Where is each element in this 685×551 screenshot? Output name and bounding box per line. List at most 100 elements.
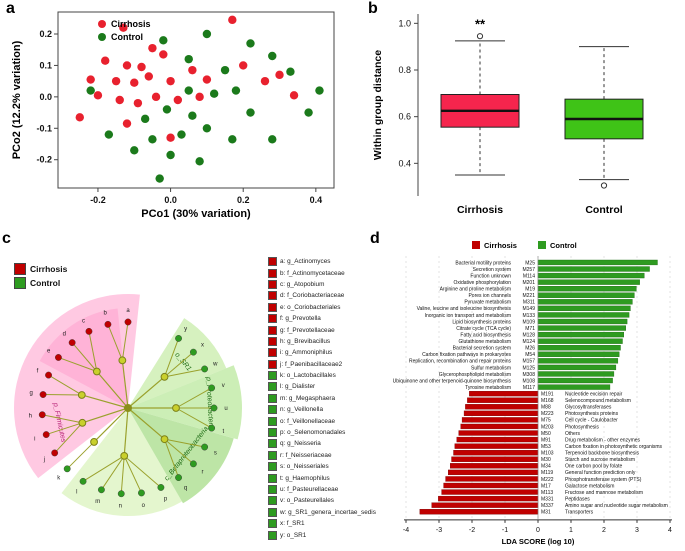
taxon-legend-swatch: [268, 428, 277, 438]
svg-text:M54: M54: [525, 352, 535, 358]
taxon-legend-item: n: g_Veillonella: [268, 404, 372, 415]
svg-text:Cirrhosis: Cirrhosis: [457, 204, 503, 216]
clade-node-q: [175, 474, 182, 481]
legend-dot: [98, 20, 106, 28]
clade-internal-node: [160, 435, 169, 444]
clade-node-t: [208, 424, 216, 432]
scatter-point: [231, 86, 241, 95]
svg-text:0.4: 0.4: [310, 195, 323, 205]
svg-text:0.6: 0.6: [398, 112, 411, 122]
lda-bar: [445, 476, 539, 482]
svg-text:M191: M191: [541, 392, 554, 398]
scatter-point: [246, 108, 255, 117]
svg-text:2: 2: [602, 527, 606, 534]
lda-score-chart: Bacterial motility proteins M25 Secretion …: [393, 241, 672, 546]
scatter-point: [202, 75, 212, 84]
taxon-legend-label: f: g_Prevotella: [280, 315, 321, 323]
svg-text:M124: M124: [522, 339, 535, 345]
svg-text:Cirrhosis: Cirrhosis: [484, 241, 517, 250]
svg-text:Fructose and mannose metabolis: Fructose and mannose metabolism: [565, 490, 643, 496]
outlier-point: [600, 182, 608, 189]
svg-text:-1: -1: [502, 527, 508, 534]
svg-text:0: 0: [536, 527, 540, 534]
taxon-legend-swatch: [268, 291, 277, 301]
svg-text:PCo2 (12.2% variation): PCo2 (12.2% variation): [11, 40, 23, 159]
scatter-point: [130, 78, 139, 87]
scatter-point: [188, 111, 197, 120]
svg-text:n: n: [119, 504, 122, 510]
group-legend-swatch: [14, 263, 26, 275]
svg-text:Replication, recombination and: Replication, recombination and repair pr…: [409, 359, 512, 365]
taxon-legend-item: t: g_Haemophilus: [268, 472, 372, 483]
svg-text:m: m: [95, 499, 100, 505]
scatter-point: [260, 76, 270, 86]
taxon-legend-swatch: [268, 257, 277, 267]
taxon-legend-swatch: [268, 405, 277, 415]
scatter-point: [159, 36, 168, 45]
taxon-legend-label: a: g_Actinomyces: [280, 258, 331, 266]
clade-node-m: [98, 486, 105, 494]
scatter-point: [140, 114, 150, 124]
taxon-legend-label: d: f_Coriobacteriaceae: [280, 292, 345, 300]
svg-text:4: 4: [668, 527, 672, 534]
svg-text:t: t: [222, 429, 224, 435]
taxon-legend-item: u: f_Pasteurellaceae: [268, 484, 372, 495]
svg-text:M53: M53: [541, 444, 551, 450]
scatter-point: [246, 39, 255, 48]
taxon-legend-item: l: g_Dialister: [268, 381, 372, 392]
svg-text:M149: M149: [522, 306, 535, 312]
clade-internal-node: [120, 451, 129, 460]
svg-text:M157: M157: [522, 359, 535, 365]
svg-text:M30: M30: [541, 457, 551, 463]
taxon-legend-swatch: [268, 371, 277, 381]
svg-text:p: p: [164, 497, 168, 503]
svg-text:Selenocompound metabolism: Selenocompound metabolism: [565, 398, 631, 404]
svg-text:Arginine and proline metabolis: Arginine and proline metabolism: [440, 287, 511, 293]
scatter-point: [122, 119, 132, 128]
svg-text:Nucleotide excision repair: Nucleotide excision repair: [565, 392, 623, 398]
clade-internal-node: [92, 367, 101, 376]
lda-bar: [453, 450, 539, 456]
taxon-legend-item: d: f_Coriobacteriaceae: [268, 290, 372, 301]
svg-text:w: w: [212, 362, 218, 368]
svg-text:0.0: 0.0: [39, 92, 52, 102]
svg-text:Glycerophospholipid metabolism: Glycerophospholipid metabolism: [439, 372, 511, 378]
taxon-legend-swatch: [268, 279, 277, 289]
svg-text:M109: M109: [522, 319, 535, 325]
lda-bar: [465, 404, 539, 410]
lda-bar: [537, 364, 617, 371]
scatter-point: [184, 86, 193, 95]
svg-text:1: 1: [569, 527, 573, 534]
taxon-legend-item: c: g_Atopobium: [268, 279, 372, 290]
taxon-legend-swatch: [268, 325, 277, 335]
group-legend-label: Control: [30, 278, 61, 288]
svg-text:Valine, leucine and isoleucine: Valine, leucine and isoleucine biosynthe…: [417, 306, 512, 312]
scatter-point: [148, 43, 157, 53]
scatter-point: [195, 157, 204, 166]
scatter-point: [115, 95, 124, 105]
clade-internal-node: [160, 372, 169, 381]
svg-text:Bacterial secretion system: Bacterial secretion system: [453, 346, 511, 352]
cladogram-sector-label: p_Proteobacteria: [204, 376, 214, 431]
scatter-point: [184, 54, 193, 64]
taxon-legend-label: g: f_Prevotellaceae: [280, 326, 335, 334]
scatter-point: [122, 61, 132, 70]
taxon-legend-label: n: g_Veillonella: [280, 406, 323, 414]
svg-text:j: j: [43, 457, 45, 463]
svg-text:Glycosyltransferases: Glycosyltransferases: [565, 405, 612, 411]
svg-text:Control: Control: [585, 204, 622, 216]
svg-text:q: q: [184, 485, 187, 491]
scatter-point: [86, 86, 95, 95]
lda-bar: [451, 456, 539, 462]
svg-text:Tyrosine metabolism: Tyrosine metabolism: [465, 385, 511, 391]
taxon-legend-label: t: g_Haemophilus: [280, 474, 330, 482]
svg-text:M125: M125: [522, 365, 535, 371]
svg-text:M308: M308: [522, 372, 535, 378]
taxon-legend-swatch: [268, 314, 277, 324]
svg-text:c: c: [82, 319, 85, 325]
svg-text:Within group distance: Within group distance: [372, 50, 384, 160]
taxon-legend-swatch: [268, 439, 277, 449]
svg-text:M108: M108: [522, 378, 535, 384]
taxon-legend-swatch: [268, 462, 277, 472]
clade-node-g: [39, 391, 47, 398]
